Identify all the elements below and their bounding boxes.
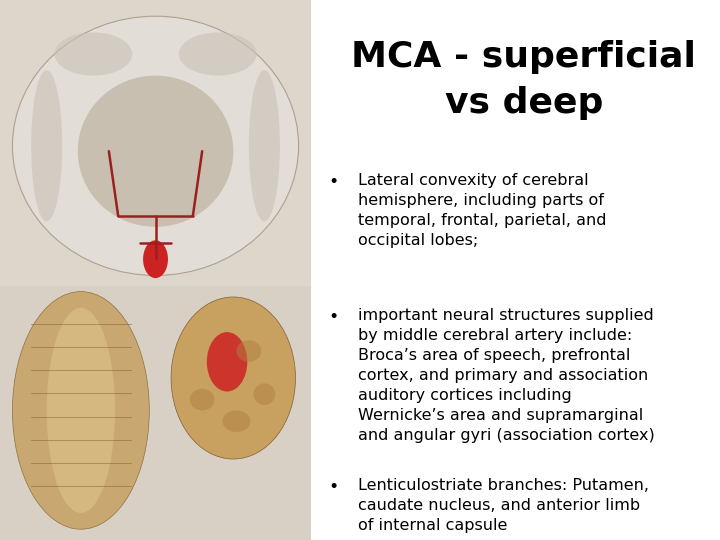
Ellipse shape	[31, 70, 62, 221]
Text: Lenticulostriate branches: Putamen,
caudate nucleus, and anterior limb
of intern: Lenticulostriate branches: Putamen, caud…	[358, 478, 649, 533]
Ellipse shape	[236, 340, 261, 362]
Text: Lateral convexity of cerebral
hemisphere, including parts of
temporal, frontal, : Lateral convexity of cerebral hemisphere…	[358, 173, 606, 248]
Ellipse shape	[190, 389, 215, 410]
Text: •: •	[328, 308, 338, 326]
Ellipse shape	[143, 240, 168, 278]
Bar	[0, 286, 311, 540]
Ellipse shape	[12, 292, 149, 529]
Ellipse shape	[171, 297, 295, 459]
Ellipse shape	[253, 383, 275, 405]
Text: vs deep: vs deep	[444, 86, 603, 119]
Ellipse shape	[47, 308, 115, 513]
Ellipse shape	[249, 70, 280, 221]
Ellipse shape	[78, 76, 233, 227]
Bar	[0, 0, 311, 286]
Text: important neural structures supplied
by middle cerebral artery include:
Broca’s : important neural structures supplied by …	[358, 308, 654, 443]
Text: MCA - superficial: MCA - superficial	[351, 40, 696, 73]
Text: •: •	[328, 478, 338, 496]
Text: •: •	[328, 173, 338, 191]
Ellipse shape	[179, 32, 256, 76]
Ellipse shape	[12, 16, 299, 275]
Ellipse shape	[207, 332, 247, 392]
Ellipse shape	[222, 410, 251, 432]
Ellipse shape	[55, 32, 132, 76]
